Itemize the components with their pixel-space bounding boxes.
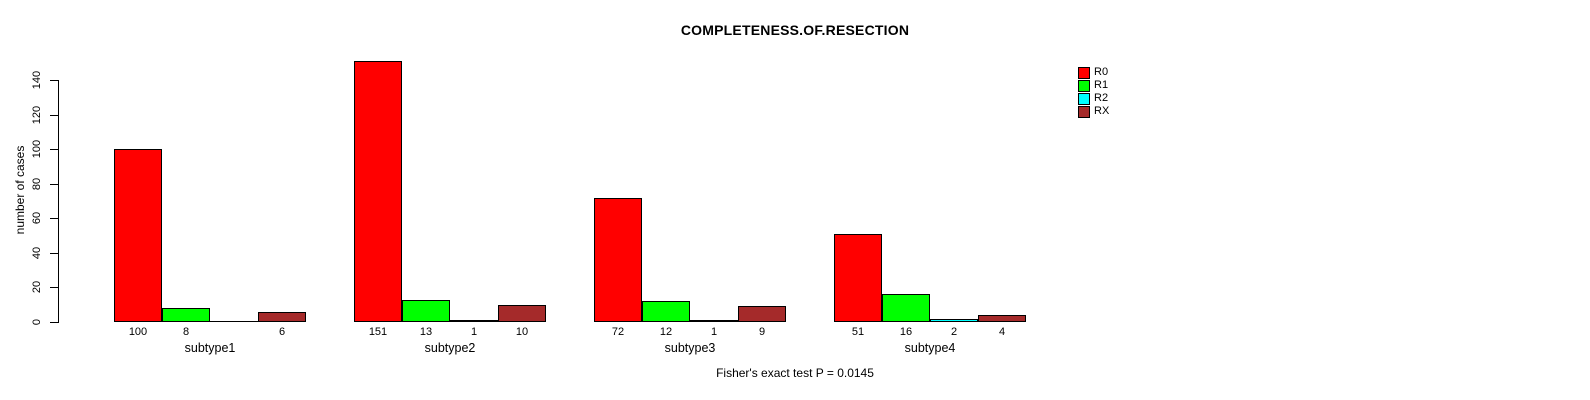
chart-legend: R0 R1 R2 RX xyxy=(1078,66,1109,118)
bar-value-label: 9 xyxy=(758,326,766,338)
bar-value-label: 151 xyxy=(368,326,388,338)
bar-value-label: 6 xyxy=(278,326,286,338)
y-axis-tick-label: 60 xyxy=(31,211,43,225)
group-baseline xyxy=(114,321,306,322)
y-axis-tick xyxy=(50,253,58,254)
category-label-subtype3: subtype3 xyxy=(664,341,716,355)
y-axis-tick xyxy=(50,80,58,81)
bar-rx-subtype1 xyxy=(258,312,306,322)
legend-label: R2 xyxy=(1094,92,1109,104)
bar-r1-subtype3 xyxy=(642,301,690,322)
legend-label: R0 xyxy=(1094,66,1109,78)
bar-rx-subtype4 xyxy=(978,315,1026,322)
category-label-subtype1: subtype1 xyxy=(184,341,236,355)
legend-swatch-r2 xyxy=(1078,92,1090,105)
legend-item-r0: R0 xyxy=(1078,66,1109,79)
legend-item-rx: RX xyxy=(1078,105,1109,118)
bar-value-label: 4 xyxy=(998,326,1006,338)
legend-label: RX xyxy=(1094,105,1110,117)
legend-swatch-r1 xyxy=(1078,79,1090,92)
y-axis-tick-label: 20 xyxy=(31,280,43,294)
bar-r1-subtype2 xyxy=(402,300,450,322)
y-axis-tick-label: 0 xyxy=(31,318,43,326)
y-axis-label: number of cases xyxy=(13,145,27,235)
bar-value-label: 13 xyxy=(419,326,433,338)
bar-value-label: 1 xyxy=(710,326,718,338)
y-axis-tick-label: 40 xyxy=(31,246,43,260)
bar-r0-subtype2 xyxy=(354,61,402,322)
stat-annotation: Fisher's exact test P = 0.0145 xyxy=(716,366,874,380)
bar-r2-subtype3 xyxy=(690,320,738,322)
bar-value-label: 8 xyxy=(182,326,190,338)
y-axis-tick-label: 100 xyxy=(31,139,43,159)
y-axis-tick xyxy=(50,184,58,185)
legend-swatch-r0 xyxy=(1078,66,1090,79)
bar-rx-subtype2 xyxy=(498,305,546,322)
y-axis-tick-label: 120 xyxy=(31,105,43,125)
bar-r2-subtype2 xyxy=(450,320,498,322)
bar-rx-subtype3 xyxy=(738,306,786,322)
bar-r0-subtype3 xyxy=(594,198,642,322)
bar-value-label: 2 xyxy=(950,326,958,338)
y-axis-tick xyxy=(50,149,58,150)
y-axis-tick xyxy=(50,322,58,323)
y-axis-tick xyxy=(50,287,58,288)
bar-r2-subtype4 xyxy=(930,319,978,322)
bar-r1-subtype1 xyxy=(162,308,210,322)
y-axis-tick-label: 80 xyxy=(31,177,43,191)
bar-value-label: 72 xyxy=(611,326,625,338)
bar-value-label: 10 xyxy=(515,326,529,338)
bar-value-label: 51 xyxy=(851,326,865,338)
category-label-subtype2: subtype2 xyxy=(424,341,476,355)
bar-r1-subtype4 xyxy=(882,294,930,322)
bar-value-label: 100 xyxy=(128,326,148,338)
bar-value-label: 16 xyxy=(899,326,913,338)
y-axis-tick-label: 140 xyxy=(31,70,43,90)
category-label-subtype4: subtype4 xyxy=(904,341,956,355)
legend-swatch-rx xyxy=(1078,105,1090,118)
chart-title: COMPLETENESS.OF.RESECTION xyxy=(680,22,910,38)
y-axis-line xyxy=(58,80,59,323)
bar-value-label: 12 xyxy=(659,326,673,338)
legend-label: R1 xyxy=(1094,79,1109,91)
y-axis-tick xyxy=(50,218,58,219)
bar-r0-subtype1 xyxy=(114,149,162,322)
bar-r0-subtype4 xyxy=(834,234,882,322)
bar-value-label: 1 xyxy=(470,326,478,338)
legend-item-r1: R1 xyxy=(1078,79,1109,92)
legend-item-r2: R2 xyxy=(1078,92,1109,105)
y-axis-tick xyxy=(50,115,58,116)
